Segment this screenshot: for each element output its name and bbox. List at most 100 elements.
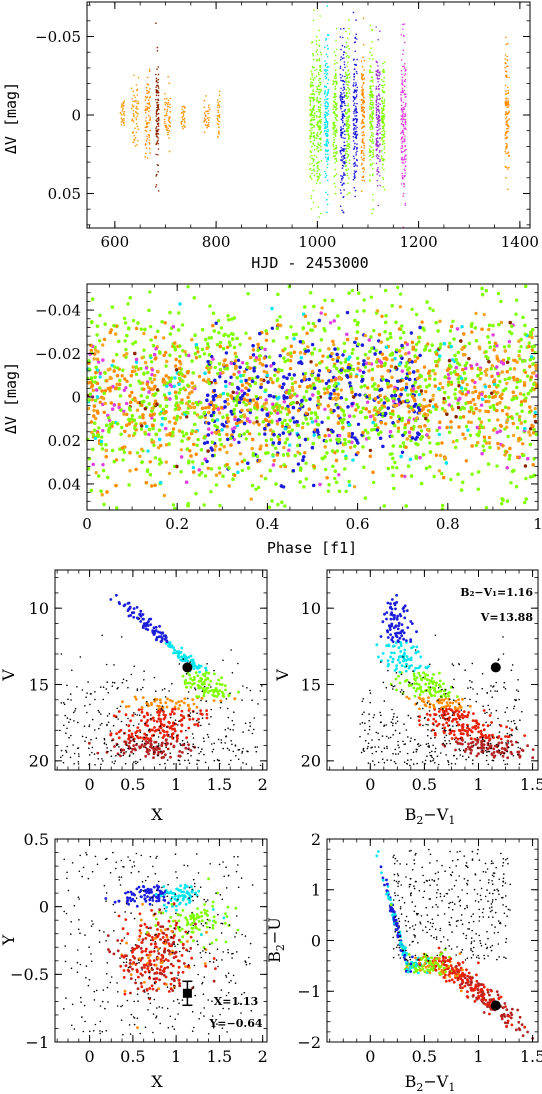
phased-point: [403, 474, 407, 479]
lightcurve-point: [343, 88, 346, 90]
lightcurve-point: [369, 145, 371, 147]
phased-point: [226, 314, 230, 318]
lightcurve-point: [181, 108, 184, 111]
phased-point: [152, 443, 156, 448]
lightcurve-point: [369, 95, 372, 97]
lightcurve-point: [120, 121, 123, 123]
lightcurve-point: [318, 144, 320, 146]
lightcurve-point: [345, 71, 347, 74]
lightcurve-point: [345, 89, 348, 91]
lightcurve-point: [353, 133, 356, 136]
lightcurve-point: [184, 110, 186, 113]
lightcurve-point: [369, 116, 371, 118]
lightcurve-point: [341, 113, 344, 115]
lightcurve-point: [135, 131, 138, 134]
phased-point: [304, 477, 308, 481]
lightcurve-point: [169, 116, 171, 118]
lightcurve-point: [341, 119, 344, 122]
lightcurve-point: [372, 128, 374, 130]
lightcurve-point: [340, 95, 343, 98]
phased-point: [449, 477, 453, 482]
lightcurve-point: [326, 122, 329, 124]
lightcurve-point: [204, 124, 207, 126]
lightcurve-point: [157, 190, 160, 192]
lightcurve-point: [506, 106, 509, 109]
lightcurve-point: [336, 150, 338, 153]
lightcurve-point: [135, 84, 138, 86]
lightcurve-point: [133, 94, 135, 97]
lightcurve-point: [345, 55, 348, 58]
phased-point: [351, 347, 355, 352]
lightcurve-point: [325, 153, 327, 155]
lightcurve-point: [401, 142, 404, 144]
lightcurve-point: [332, 111, 335, 114]
lightcurve-point: [217, 115, 219, 117]
lightcurve-point: [376, 132, 378, 134]
lightcurve-point: [319, 91, 322, 93]
lightcurve-point: [217, 103, 220, 105]
lightcurve-point: [336, 114, 338, 117]
lightcurve-point: [207, 119, 210, 121]
lightcurve-point: [133, 134, 136, 137]
lightcurve-point: [372, 153, 374, 155]
lightcurve-point: [504, 66, 507, 69]
phased-point: [383, 422, 388, 426]
phased-point: [113, 365, 117, 369]
lightcurve-point: [325, 174, 328, 177]
lightcurve-point: [372, 85, 374, 87]
lightcurve-point: [319, 212, 322, 215]
lightcurve-point: [507, 100, 510, 102]
lightcurve-point: [207, 123, 209, 126]
lightcurve-point: [344, 133, 346, 136]
lightcurve-point: [327, 66, 330, 68]
lightcurve-point: [145, 105, 147, 108]
lightcurve-point: [155, 115, 157, 117]
lightcurve-point: [335, 160, 338, 162]
lightcurve-point: [383, 77, 386, 79]
phased-point: [363, 333, 368, 338]
lightcurve-point: [315, 68, 318, 71]
lightcurve-point: [372, 173, 374, 176]
lightcurve-point: [342, 161, 345, 163]
x-tick-label: 600: [101, 233, 130, 251]
lightcurve-point: [131, 98, 134, 100]
phased-point: [345, 337, 350, 342]
phased-point: [372, 480, 376, 485]
lightcurve-point: [401, 80, 404, 83]
lightcurve-point: [323, 170, 326, 173]
lightcurve-point: [342, 121, 344, 124]
lightcurve-point: [344, 137, 346, 140]
phased-point: [134, 372, 139, 377]
lightcurve-point: [326, 92, 329, 94]
lightcurve-point: [326, 203, 329, 206]
lightcurve-point: [340, 56, 343, 58]
phased-point: [388, 331, 392, 336]
phased-point: [490, 364, 495, 368]
phased-point: [361, 431, 365, 435]
lightcurve-point: [205, 110, 207, 113]
phased-point: [525, 374, 530, 378]
lightcurve-point: [381, 157, 383, 159]
lightcurve-point: [404, 114, 407, 117]
lightcurve-point: [157, 87, 160, 89]
phased-point: [199, 401, 203, 405]
phased-point: [252, 421, 256, 425]
lightcurve-point: [355, 70, 358, 73]
phased-point: [219, 442, 223, 447]
lightcurve-point: [403, 182, 405, 185]
lightcurve-point: [216, 104, 219, 107]
lightcurve-point: [311, 129, 313, 131]
lightcurve-point: [375, 162, 378, 165]
lightcurve-point: [313, 9, 316, 12]
lightcurve-point: [382, 178, 385, 181]
lightcurve-point: [133, 115, 135, 118]
lightcurve-point: [169, 103, 171, 106]
phased-point: [122, 450, 127, 454]
lightcurve-point: [334, 63, 336, 65]
lightcurve-point: [352, 155, 355, 158]
lightcurve-point: [341, 179, 343, 181]
phased-point: [443, 390, 447, 395]
phased-point: [434, 453, 439, 457]
lightcurve-point: [315, 115, 318, 118]
lightcurve-point: [400, 34, 403, 36]
